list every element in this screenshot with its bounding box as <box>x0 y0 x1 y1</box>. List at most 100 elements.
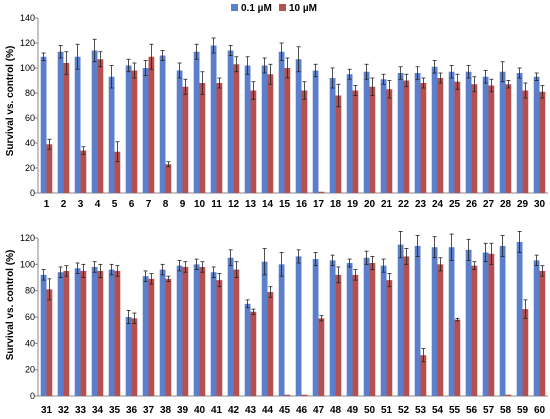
bar-10uM <box>233 64 240 193</box>
bar-0.1uM <box>431 247 438 396</box>
x-category-label: 22 <box>398 199 410 210</box>
bar-10uM <box>233 269 240 396</box>
bar-10uM <box>182 86 189 193</box>
bar-0.1uM <box>499 245 506 396</box>
bar-0.1uM <box>414 245 421 396</box>
y-tick-label: 20 <box>25 163 35 173</box>
y-tick-label: 60 <box>25 113 35 123</box>
x-category-label: 14 <box>262 199 274 210</box>
bar-10uM <box>148 56 155 193</box>
bar-10uM <box>97 270 104 396</box>
y-tick-label: 100 <box>20 63 35 73</box>
bar-10uM <box>454 319 461 396</box>
x-category-label: 59 <box>517 405 529 416</box>
bar-0.1uM <box>363 71 370 193</box>
x-category-label: 34 <box>92 405 104 416</box>
x-category-label: 19 <box>347 199 359 210</box>
bar-10uM <box>539 270 546 396</box>
bar-10uM <box>199 83 206 193</box>
bar-10uM <box>318 191 325 193</box>
bar-10uM <box>335 274 342 396</box>
x-category-label: 36 <box>126 405 138 416</box>
x-category-label: 33 <box>75 405 87 416</box>
x-category-label: 35 <box>109 405 121 416</box>
bar-0.1uM <box>108 76 115 193</box>
bar-10uM <box>63 270 70 396</box>
legend-swatch-0.1uM <box>231 4 238 11</box>
bar-10uM <box>250 90 257 193</box>
bar-0.1uM <box>125 65 132 193</box>
bar-10uM <box>114 151 121 193</box>
bar-0.1uM <box>312 259 319 396</box>
bar-0.1uM <box>74 56 81 193</box>
bar-10uM <box>165 278 172 396</box>
x-category-label: 6 <box>129 199 135 210</box>
bar-0.1uM <box>482 252 489 396</box>
x-category-label: 53 <box>415 405 427 416</box>
x-category-label: 51 <box>381 405 393 416</box>
x-category-label: 17 <box>313 199 325 210</box>
x-category-label: 29 <box>517 199 529 210</box>
y-tick-label: 40 <box>25 338 35 348</box>
bar-0.1uM <box>40 56 47 193</box>
bar-0.1uM <box>346 74 353 193</box>
x-category-label: 11 <box>211 199 222 210</box>
bar-0.1uM <box>193 51 200 193</box>
y-tick-label: 60 <box>25 312 35 322</box>
x-category-label: 43 <box>245 405 257 416</box>
bar-0.1uM <box>40 274 47 396</box>
bar-0.1uM <box>108 269 115 396</box>
bar-0.1uM <box>329 260 336 396</box>
x-category-label: 1 <box>44 199 50 210</box>
bar-0.1uM <box>91 50 98 193</box>
bar-0.1uM <box>329 78 336 193</box>
y-tick-label: 20 <box>25 365 35 375</box>
bar-0.1uM <box>482 76 489 193</box>
y-tick-label: 120 <box>20 233 35 243</box>
x-category-label: 55 <box>449 405 461 416</box>
x-category-label: 9 <box>180 199 186 210</box>
x-category-label: 4 <box>95 199 101 210</box>
bar-0.1uM <box>499 71 506 193</box>
x-category-label: 30 <box>534 199 546 210</box>
bar-0.1uM <box>533 76 540 193</box>
bar-10uM <box>131 70 138 193</box>
x-category-label: 40 <box>194 405 206 416</box>
y-tick-label: 80 <box>25 286 35 296</box>
bar-0.1uM <box>261 261 268 396</box>
bar-10uM <box>488 85 495 193</box>
bar-10uM <box>216 83 223 193</box>
bar-0.1uM <box>91 266 98 396</box>
bar-10uM <box>437 78 444 193</box>
bar-10uM <box>301 394 308 396</box>
bar-0.1uM <box>414 73 421 193</box>
bar-0.1uM <box>448 247 455 396</box>
x-category-label: 15 <box>279 199 291 210</box>
x-category-label: 58 <box>500 405 512 416</box>
x-category-label: 21 <box>381 199 393 210</box>
legend: 0.1 µM 10 µM <box>231 3 317 14</box>
x-category-label: 18 <box>330 199 342 210</box>
bar-0.1uM <box>295 256 302 396</box>
bar-10uM <box>471 84 478 193</box>
bar-0.1uM <box>380 265 387 396</box>
x-category-label: 31 <box>41 405 53 416</box>
y-tick-label: 0 <box>30 188 35 198</box>
x-category-label: 45 <box>279 405 291 416</box>
bar-0.1uM <box>193 264 200 396</box>
bar-0.1uM <box>278 51 285 193</box>
bar-10uM <box>454 81 461 193</box>
bar-10uM <box>335 95 342 193</box>
bar-0.1uM <box>516 73 523 193</box>
bar-0.1uM <box>244 303 251 396</box>
bar-0.1uM <box>57 272 64 396</box>
x-category-label: 37 <box>143 405 155 416</box>
bar-10uM <box>505 394 512 396</box>
x-category-label: 54 <box>432 405 444 416</box>
bar-0.1uM <box>159 55 166 193</box>
bar-10uM <box>403 80 410 193</box>
x-category-label: 5 <box>112 199 118 210</box>
bar-10uM <box>301 90 308 193</box>
x-category-label: 48 <box>330 405 342 416</box>
